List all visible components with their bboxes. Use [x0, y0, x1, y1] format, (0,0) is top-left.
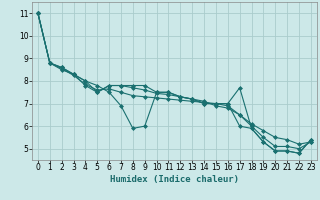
X-axis label: Humidex (Indice chaleur): Humidex (Indice chaleur) — [110, 175, 239, 184]
